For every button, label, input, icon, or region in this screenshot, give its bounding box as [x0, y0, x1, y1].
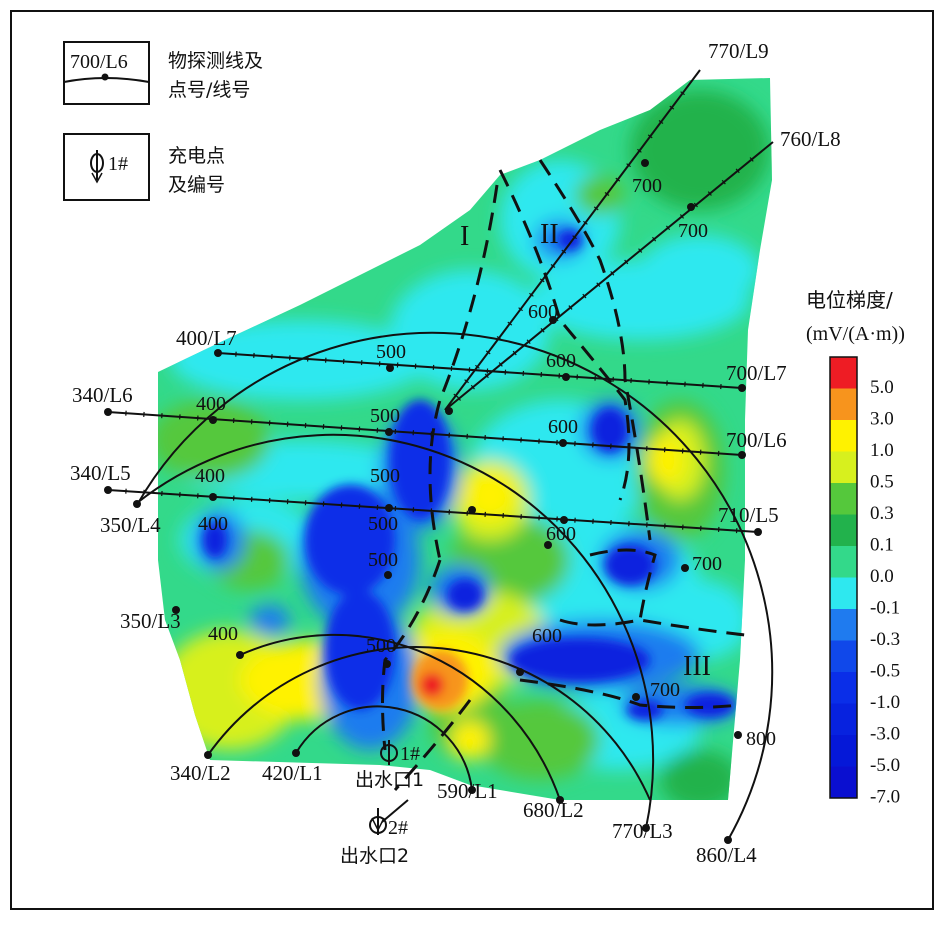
zone-label-1: I — [460, 221, 469, 252]
colorbar-level-label: 0.5 — [870, 472, 894, 493]
station-label: 400 — [196, 393, 226, 415]
colorbar-title-2: (mV/(A·m)) — [806, 323, 905, 345]
legend-line-desc-1: 物探测线及 — [168, 50, 263, 72]
colorbar-swatch — [830, 388, 857, 420]
colorbar-swatch — [830, 546, 857, 578]
station-label: 500 — [370, 465, 400, 487]
line-label-L4-end: 860/L4 — [696, 843, 757, 867]
legend-charge-label: 1# — [108, 153, 128, 175]
line-labels: 770/L9 760/L8 400/L7 700/L7 340/L6 700/L… — [70, 39, 841, 867]
station-label: 500 — [370, 405, 400, 427]
colorbar-level-label: -7.0 — [870, 787, 900, 808]
line-label-L8: 760/L8 — [780, 127, 841, 151]
charge-point-2: 2# 出水口2 — [340, 799, 409, 867]
line-label-L4-start: 350/L4 — [100, 513, 161, 537]
line-label-L5-start: 340/L5 — [70, 461, 131, 485]
station-label: 700 — [650, 679, 680, 701]
colorbar-swatch — [830, 703, 857, 735]
legend-charge-box — [63, 133, 150, 201]
charge-point-2-label: 2# — [388, 817, 408, 839]
colorbar-level-label: -0.3 — [870, 629, 900, 650]
station-label: 400 — [198, 513, 228, 535]
line-label-L1-end: 590/L1 — [437, 779, 498, 803]
station-label: 800 — [746, 728, 776, 750]
line-label-L7-start: 400/L7 — [176, 326, 237, 350]
colorbar-swatch — [830, 357, 857, 389]
colorbar-swatch — [830, 609, 857, 641]
station-label: 500 — [368, 513, 398, 535]
station-label: 500 — [368, 549, 398, 571]
colorbar-level-label: 1.0 — [870, 440, 894, 461]
line-label-L2-end: 680/L2 — [523, 798, 584, 822]
colorbar-level-label: -5.0 — [870, 755, 900, 776]
line-label-L3-start: 350/L3 — [120, 609, 181, 633]
charge-point-1: 1# 出水口1 — [355, 740, 424, 791]
line-label-L5-end: 710/L5 — [718, 503, 779, 527]
colorbar-level-label: 0.3 — [870, 503, 894, 524]
colorbar-swatch — [830, 483, 857, 515]
zone-label-3: III — [683, 651, 711, 682]
colorbar-level-label: -1.0 — [870, 692, 900, 713]
colorbar-level-label: -0.1 — [870, 598, 900, 619]
station-label: 600 — [546, 523, 576, 545]
station-labels: 700 700 600 500 600 400 500 600 400 500 … — [195, 175, 776, 750]
line-label-L2-start: 340/L2 — [170, 761, 231, 785]
legend-charge-desc-1: 充电点 — [168, 145, 225, 167]
colorbar-level-label: 0.0 — [870, 566, 894, 587]
legend-line-desc-2: 点号/线号 — [168, 79, 250, 101]
colorbar-swatch — [830, 451, 857, 483]
station-label: 700 — [678, 220, 708, 242]
colorbar-swatch — [830, 640, 857, 672]
station-label: 400 — [195, 465, 225, 487]
line-label-L6-start: 340/L6 — [72, 383, 133, 407]
station-label: 600 — [528, 301, 558, 323]
station-label: 600 — [546, 350, 576, 372]
colorbar-title-1: 电位梯度/ — [806, 288, 893, 312]
colorbar-level-label: 5.0 — [870, 377, 894, 398]
colorbar-level-label: 3.0 — [870, 409, 894, 430]
colorbar-swatch — [830, 766, 857, 798]
survey-lines — [107, 69, 774, 841]
station-label: 400 — [208, 623, 238, 645]
line-label-L7-end: 700/L7 — [726, 361, 787, 385]
line-label-L6-end: 700/L6 — [726, 428, 787, 452]
line-label-L1-start: 420/L1 — [262, 761, 323, 785]
legend-line-box — [63, 41, 150, 105]
colorbar-swatch — [830, 735, 857, 767]
colorbar-swatch — [830, 672, 857, 704]
colorbar-level-label: 0.1 — [870, 535, 894, 556]
station-label: 700 — [632, 175, 662, 197]
colorbar-border — [829, 356, 858, 799]
colorbar-level-label: -3.0 — [870, 724, 900, 745]
station-label: 500 — [366, 635, 396, 657]
charge-point-1-label: 1# — [400, 743, 420, 765]
outlet-2-label: 出水口2 — [340, 845, 409, 867]
line-label-L3-end: 770/L3 — [612, 819, 673, 843]
station-dots — [104, 159, 762, 844]
outlet-1-label: 出水口1 — [355, 769, 424, 791]
zone-boundaries — [381, 159, 746, 792]
colorbar-swatch — [830, 420, 857, 452]
legend-charge-desc-2: 及编号 — [168, 174, 225, 196]
station-label: 500 — [376, 341, 406, 363]
zone-label-2: II — [540, 219, 559, 250]
station-label: 600 — [532, 625, 562, 647]
station-label: 700 — [692, 553, 722, 575]
station-label: 600 — [548, 416, 578, 438]
legend-line-label: 700/L6 — [70, 51, 128, 73]
colorbar-swatch — [830, 577, 857, 609]
colorbar-level-label: -0.5 — [870, 661, 900, 682]
zone-labels: I II III — [460, 219, 711, 682]
colorbar: 电位梯度/ (mV/(A·m)) 5.0 3.0 1.0 0.5 0.3 0.1 0.0 -0… — [806, 288, 905, 808]
colorbar-swatch — [830, 514, 857, 546]
legend: 700/L6 物探测线及 点号/线号 1# 充电点 及编号 — [63, 41, 263, 201]
line-label-L9: 770/L9 — [708, 39, 769, 63]
